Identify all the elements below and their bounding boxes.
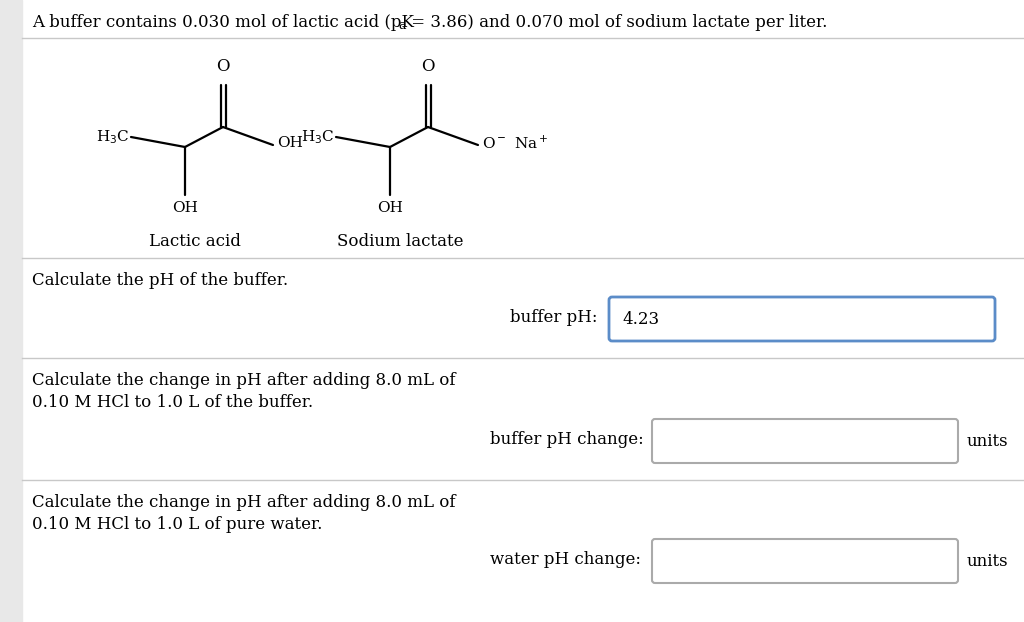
- Text: units: units: [967, 432, 1009, 450]
- Text: O: O: [216, 58, 229, 75]
- Text: buffer pH:: buffer pH:: [510, 310, 597, 327]
- Text: = 3.86) and 0.070 mol of sodium lactate per liter.: = 3.86) and 0.070 mol of sodium lactate …: [406, 14, 827, 31]
- FancyBboxPatch shape: [652, 419, 958, 463]
- FancyBboxPatch shape: [609, 297, 995, 341]
- Text: Sodium lactate: Sodium lactate: [337, 233, 463, 250]
- Text: OH: OH: [278, 136, 303, 150]
- Text: 0.10 M HCl to 1.0 L of the buffer.: 0.10 M HCl to 1.0 L of the buffer.: [32, 394, 313, 411]
- Text: OH: OH: [377, 201, 402, 215]
- Text: A buffer contains 0.030 mol of lactic acid (pK: A buffer contains 0.030 mol of lactic ac…: [32, 14, 414, 31]
- Text: Lactic acid: Lactic acid: [150, 233, 241, 250]
- Text: Calculate the pH of the buffer.: Calculate the pH of the buffer.: [32, 272, 288, 289]
- Text: water pH change:: water pH change:: [490, 552, 641, 569]
- Text: O$^-$: O$^-$: [482, 136, 507, 151]
- Text: 0.10 M HCl to 1.0 L of pure water.: 0.10 M HCl to 1.0 L of pure water.: [32, 516, 323, 533]
- Text: buffer pH change:: buffer pH change:: [490, 432, 644, 448]
- Text: Calculate the change in pH after adding 8.0 mL of: Calculate the change in pH after adding …: [32, 494, 456, 511]
- FancyBboxPatch shape: [652, 539, 958, 583]
- Text: 4.23: 4.23: [622, 310, 659, 328]
- Text: O: O: [421, 58, 435, 75]
- Bar: [0, 0, 22, 622]
- Text: H$_3$C: H$_3$C: [301, 128, 334, 146]
- Text: a: a: [398, 19, 406, 32]
- Text: H$_3$C: H$_3$C: [95, 128, 129, 146]
- Text: OH: OH: [172, 201, 198, 215]
- Text: Calculate the change in pH after adding 8.0 mL of: Calculate the change in pH after adding …: [32, 372, 456, 389]
- Text: Na$^+$: Na$^+$: [514, 134, 549, 152]
- Text: units: units: [967, 552, 1009, 570]
